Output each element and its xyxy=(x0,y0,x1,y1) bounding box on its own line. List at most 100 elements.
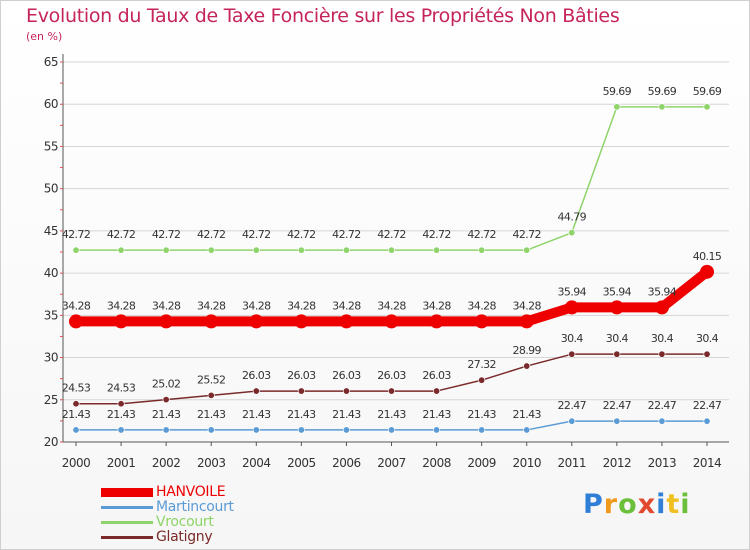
data-label: 30.4 xyxy=(651,332,674,345)
data-label: 42.72 xyxy=(332,228,361,241)
data-point xyxy=(613,103,621,111)
data-point xyxy=(162,246,170,254)
data-label: 59.69 xyxy=(603,85,632,98)
x-tick-label: 2013 xyxy=(648,456,677,470)
x-tick-label: 2003 xyxy=(197,456,226,470)
data-point xyxy=(523,246,531,254)
data-point xyxy=(252,387,260,395)
data-label: 21.43 xyxy=(242,408,271,421)
y-tick-label: 60 xyxy=(44,97,58,111)
y-tick-label: 65 xyxy=(44,55,58,69)
data-label: 40.15 xyxy=(693,250,722,263)
data-point xyxy=(69,314,83,329)
data-point xyxy=(297,246,305,254)
data-point xyxy=(162,426,170,434)
logo-letter: r xyxy=(603,489,619,520)
data-point xyxy=(568,417,576,425)
data-point xyxy=(478,246,486,254)
y-tick-label: 30 xyxy=(44,351,58,365)
data-label: 26.03 xyxy=(332,369,361,382)
data-label: 34.28 xyxy=(377,299,406,312)
data-label: 59.69 xyxy=(648,85,677,98)
data-point xyxy=(72,426,80,434)
data-label: 42.72 xyxy=(197,228,226,241)
data-label: 21.43 xyxy=(152,408,181,421)
data-label: 21.43 xyxy=(377,408,406,421)
data-point xyxy=(207,426,215,434)
legend-label-martincourt: Martincourt xyxy=(156,499,234,515)
data-label: 21.43 xyxy=(512,408,541,421)
data-label: 21.43 xyxy=(197,408,226,421)
x-tick-label: 2001 xyxy=(107,456,136,470)
data-label: 42.72 xyxy=(422,228,451,241)
data-point xyxy=(613,350,621,358)
y-tick-label: 40 xyxy=(44,266,58,280)
data-label: 35.94 xyxy=(648,285,677,298)
data-label: 34.28 xyxy=(467,299,496,312)
data-label: 34.28 xyxy=(107,299,136,312)
legend-swatch-glatigny xyxy=(101,536,153,539)
data-point xyxy=(700,264,714,279)
x-tick-label: 2007 xyxy=(377,456,406,470)
data-label: 44.79 xyxy=(558,211,587,224)
data-point xyxy=(658,417,666,425)
data-label: 35.94 xyxy=(558,285,587,298)
data-point xyxy=(478,376,486,384)
data-point xyxy=(342,387,350,395)
data-point xyxy=(523,426,531,434)
data-point xyxy=(478,426,486,434)
data-label: 27.32 xyxy=(467,358,496,371)
data-point xyxy=(658,350,666,358)
x-tick-label: 2014 xyxy=(693,456,722,470)
data-point xyxy=(433,246,441,254)
logo-letter: t xyxy=(666,489,681,520)
x-tick-label: 2005 xyxy=(287,456,316,470)
data-label: 42.72 xyxy=(512,228,541,241)
data-label: 24.53 xyxy=(62,382,91,395)
x-tick-label: 2000 xyxy=(62,456,91,470)
data-point xyxy=(339,314,354,329)
data-label: 24.53 xyxy=(107,382,136,395)
data-label: 26.03 xyxy=(242,369,271,382)
data-point xyxy=(207,246,215,254)
legend-label-glatigny: Glatigny xyxy=(156,529,213,545)
data-point xyxy=(117,426,125,434)
data-point xyxy=(568,229,576,237)
data-point xyxy=(72,400,80,408)
logo-letter: P xyxy=(583,489,604,520)
data-label: 22.47 xyxy=(648,399,677,412)
y-tick-label: 25 xyxy=(44,393,58,407)
data-point xyxy=(703,103,711,111)
data-point xyxy=(474,314,489,329)
x-tick-label: 2011 xyxy=(558,456,587,470)
x-tick-label: 2008 xyxy=(422,456,451,470)
data-label: 34.28 xyxy=(242,299,271,312)
data-point xyxy=(564,300,579,315)
data-point xyxy=(387,246,395,254)
legend-label-vrocourt: Vrocourt xyxy=(156,514,214,530)
data-point xyxy=(429,314,444,329)
data-label: 21.43 xyxy=(107,408,136,421)
data-label: 25.02 xyxy=(152,378,181,391)
data-label: 59.69 xyxy=(693,85,722,98)
data-label: 26.03 xyxy=(287,369,316,382)
y-tick-label: 45 xyxy=(44,224,58,238)
legend-swatch-vrocourt xyxy=(101,521,153,524)
data-point xyxy=(384,314,399,329)
data-label: 34.28 xyxy=(287,299,316,312)
data-point xyxy=(294,314,309,329)
data-point xyxy=(297,387,305,395)
x-tick-label: 2004 xyxy=(242,456,271,470)
data-point xyxy=(703,350,711,358)
data-point xyxy=(159,314,174,329)
data-label: 26.03 xyxy=(377,369,406,382)
logo-letter: i xyxy=(656,489,667,520)
data-label: 25.52 xyxy=(197,373,226,386)
legend-swatch-martincourt xyxy=(101,506,153,509)
data-point xyxy=(117,400,125,408)
data-point xyxy=(568,350,576,358)
data-label: 26.03 xyxy=(422,369,451,382)
data-point xyxy=(297,426,305,434)
data-point xyxy=(613,417,621,425)
